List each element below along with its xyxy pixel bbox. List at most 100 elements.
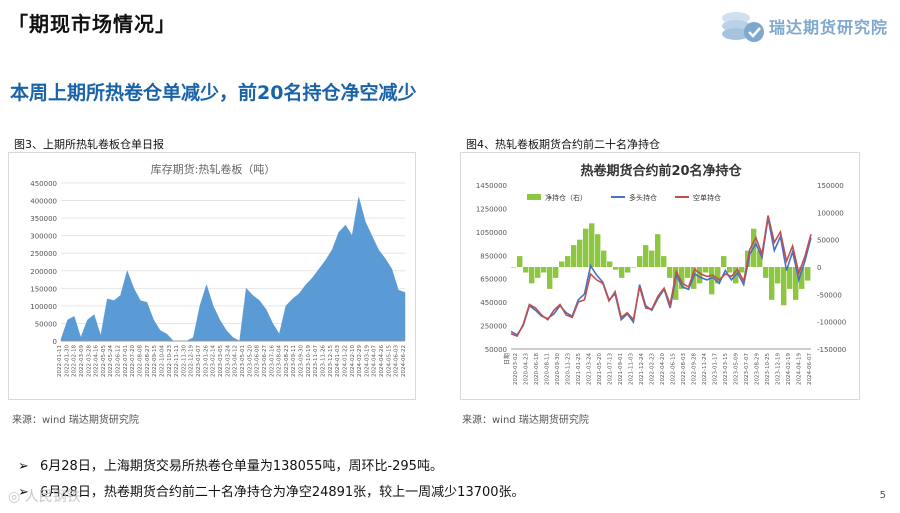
x-tick-label: 2023-07-07 [744, 353, 750, 385]
net-position-bar [769, 267, 775, 300]
net-position-bar [541, 267, 547, 273]
x-tick-label: 2023-10-25 [765, 353, 771, 385]
warehouse-receipt-svg: 库存期货:热轧卷板（吨） 0 50000 100000 150000 200000 2500… [30, 162, 407, 377]
net-position-bar [631, 267, 637, 268]
net-position-svg: 热卷期货合约前20名净持仓 50000 250000 450000 650000 8500… [476, 163, 846, 385]
x-tick-label: 2023-02-14 [211, 345, 217, 377]
page-number: 5 [879, 490, 886, 501]
y-tick-label: 450000 [30, 180, 57, 188]
x-tick-label: 2021-12-24 [639, 353, 645, 385]
bullet-arrow-icon: ➢ [18, 485, 29, 500]
x-tick-label: 2024-02-10 [350, 345, 356, 377]
x-tick-label: 2022-08-03 [681, 353, 687, 385]
net-position-bar [703, 267, 709, 273]
x-tick-label: 2023-05-01 [240, 345, 246, 377]
net-position-bar [559, 261, 565, 267]
headline: 本周上期所热卷仓单减少，前20名持仓净空减少 [10, 82, 417, 104]
x-tick-label: 2022-02-23 [650, 353, 656, 385]
net-position-bar [589, 223, 595, 267]
x-tick-label: 2022-07-01 [123, 345, 129, 377]
net-position-bar [583, 228, 589, 267]
y-left-tick-label: 250000 [480, 323, 507, 331]
net-position-bar [571, 245, 577, 267]
x-tick-label: 2021-05-20 [597, 353, 603, 385]
x-tick-label: 2022-03-09 [79, 345, 85, 377]
x-tick-label: 2024-06-03 [394, 345, 400, 377]
x-tick-label: 2020-06-18 [534, 353, 540, 385]
net-position-bar [547, 267, 553, 289]
y-left-tick-label: 1250000 [476, 205, 507, 213]
bullet-text: 6月28日，上海期货交易所热卷仓单量为138055吨，周环比-295吨。 [40, 459, 443, 474]
x-tick-label: 2024-01-03 [335, 345, 341, 377]
x-tick-label: 2023-06-08 [255, 345, 261, 377]
x-tick-label: 2024-06-22 [401, 345, 407, 377]
net-position-bar [643, 245, 649, 267]
net-position-bar [709, 267, 715, 295]
net-position-bar [679, 267, 685, 289]
x-tick-label: 2024-04-19 [797, 353, 803, 385]
x-tick-label: 2023-09-11 [291, 345, 297, 377]
x-tick-label: 2022-11-30 [181, 345, 187, 377]
x-tick-label: 2020-03-02 [513, 353, 519, 385]
x-tick-label: 2022-04-20 [660, 353, 666, 385]
net-position-bar [607, 261, 613, 267]
net-position-chart: 热卷期货合约前20名净持仓 50000 250000 450000 650000 8500… [460, 152, 860, 400]
net-position-bar [721, 256, 727, 267]
x-tick-label: 2020-04-23 [524, 353, 530, 385]
x-tick-label: 2024-02-29 [357, 345, 363, 377]
net-position-bar [553, 267, 559, 278]
x-tick-label: 2024-03-19 [364, 345, 370, 377]
y-left-tick-label: 1450000 [476, 182, 507, 190]
net-position-bar [565, 256, 571, 267]
y-left-tick-label: 850000 [480, 252, 507, 260]
x-tick-label: 2023-01-07 [196, 345, 202, 377]
x-tick-label: 2023-12-19 [776, 353, 782, 385]
figure-4-source: 来源：wind 瑞达期货研究院 [462, 415, 589, 426]
legend-label: 净持仓（右） [545, 193, 587, 202]
net-position-bar [667, 267, 673, 278]
x-axis-label: 日期 [503, 353, 511, 365]
y-tick-label: 50000 [35, 320, 57, 328]
x-tick-label: 2024-01-22 [342, 345, 348, 377]
net-position-bar [649, 250, 655, 267]
x-tick-label: 2023-11-07 [313, 345, 319, 377]
x-tick-label: 2023-05-20 [247, 345, 253, 377]
x-tick-label: 2022-12-19 [189, 345, 195, 377]
bullet-arrow-icon: ➢ [18, 459, 29, 474]
chart-title: 库存期货:热轧卷板（吨） [151, 162, 276, 176]
net-position-bar [535, 267, 541, 278]
x-tick-label: 2023-09-30 [299, 345, 305, 377]
x-tick-label: 2021-03-24 [587, 353, 593, 385]
bullet-net-position: ➢ 6月28日，热卷期货合约前二十名净持仓为净空24891张，较上一周减少1370… [18, 481, 525, 500]
x-tick-label: 2023-08-23 [284, 345, 290, 377]
x-tick-label: 2022-01-11 [57, 345, 63, 377]
net-position-bar [727, 267, 733, 273]
x-tick-label: 2022-06-12 [116, 345, 122, 377]
y-left-tick-label: 1050000 [476, 229, 507, 237]
x-tick-label: 2022-09-15 [152, 345, 158, 377]
figure-3-source: 来源：wind 瑞达期货研究院 [12, 415, 139, 426]
x-tick-label: 2024-04-26 [379, 345, 385, 377]
net-position-bar [715, 267, 721, 284]
net-position-bar [655, 234, 661, 267]
net-position-bar [637, 256, 643, 267]
x-tick-label: 2023-08-29 [755, 353, 761, 385]
net-position-bar [577, 239, 583, 267]
x-tick-label: 2022-11-24 [702, 353, 708, 385]
x-tick-label: 2021-11-03 [629, 353, 635, 385]
x-tick-label: 2022-06-15 [671, 353, 677, 385]
net-position-bar [793, 267, 799, 300]
chart-title: 热卷期货合约前20名净持仓 [580, 163, 742, 179]
x-tick-label: 2023-03-24 [225, 345, 231, 377]
y-tick-label: 250000 [30, 250, 57, 258]
x-tick-label: 2024-02-19 [786, 353, 792, 385]
net-position-bar [799, 267, 805, 289]
net-position-bar [595, 234, 601, 267]
x-tick-label: 2023-01-26 [203, 345, 209, 377]
legend-label: 多头持仓 [629, 193, 657, 202]
x-tick-label: 2022-07-20 [130, 345, 136, 377]
net-position-bar [523, 267, 529, 273]
x-tick-label: 2023-05-09 [734, 353, 740, 385]
y-left-tick-label: 650000 [480, 276, 507, 284]
figure-4-label: 图4、热轧卷板期货合约前二十名净持仓 [466, 138, 660, 151]
